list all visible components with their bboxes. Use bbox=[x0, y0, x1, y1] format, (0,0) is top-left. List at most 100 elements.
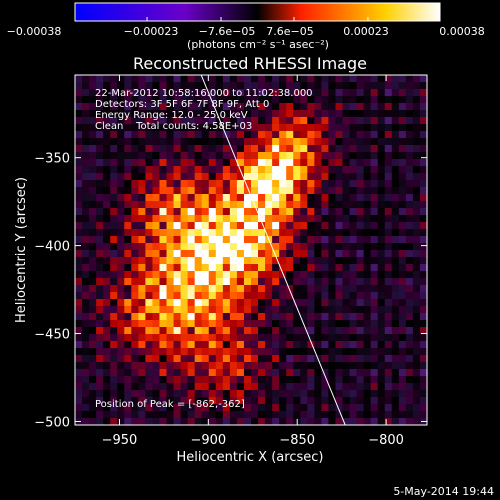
heatmap-cell bbox=[391, 152, 400, 160]
heatmap-cell bbox=[412, 383, 421, 391]
heatmap-cell bbox=[405, 208, 414, 216]
heatmap-cell bbox=[124, 117, 132, 125]
heatmap-cell bbox=[398, 89, 407, 97]
heatmap-cell bbox=[75, 404, 83, 412]
heatmap-cell bbox=[117, 166, 125, 174]
heatmap-cell bbox=[328, 411, 336, 419]
heatmap-cell bbox=[398, 369, 407, 377]
heatmap-cell bbox=[110, 243, 118, 251]
heatmap-cell bbox=[215, 229, 224, 237]
heatmap-cell bbox=[370, 117, 379, 125]
heatmap-cell bbox=[96, 383, 104, 391]
heatmap-cell bbox=[236, 152, 245, 160]
heatmap-cell bbox=[236, 278, 245, 286]
heatmap-cell bbox=[208, 159, 217, 167]
heatmap-cell bbox=[208, 306, 217, 314]
heatmap-cell bbox=[412, 376, 421, 384]
heatmap-cell bbox=[328, 131, 336, 139]
heatmap-cell bbox=[229, 362, 238, 370]
heatmap-cell bbox=[180, 173, 189, 181]
heatmap-cell bbox=[377, 362, 386, 370]
heatmap-cell bbox=[236, 397, 245, 405]
heatmap-cell bbox=[180, 313, 189, 321]
heatmap-cell bbox=[300, 411, 308, 419]
heatmap-cell bbox=[286, 264, 294, 272]
heatmap-cell bbox=[138, 96, 146, 104]
heatmap-cell bbox=[265, 320, 273, 328]
heatmap-cell bbox=[321, 341, 329, 349]
heatmap-cell bbox=[328, 229, 336, 237]
heatmap-cell bbox=[377, 215, 386, 223]
heatmap-cell bbox=[412, 152, 421, 160]
heatmap-cell bbox=[103, 278, 111, 286]
heatmap-cell bbox=[293, 243, 301, 251]
heatmap-cell bbox=[194, 138, 203, 146]
heatmap-cell bbox=[405, 89, 414, 97]
heatmap-cell bbox=[307, 376, 315, 384]
heatmap-cell bbox=[307, 138, 315, 146]
heatmap-cell bbox=[349, 278, 357, 286]
heatmap-cell bbox=[89, 397, 97, 405]
heatmap-cell bbox=[377, 320, 386, 328]
heatmap-cell bbox=[180, 299, 189, 307]
heatmap-cell bbox=[222, 166, 231, 174]
heatmap-cell bbox=[356, 194, 365, 202]
heatmap-cell bbox=[103, 397, 111, 405]
heatmap-cell bbox=[356, 285, 365, 293]
heatmap-cell bbox=[110, 180, 118, 188]
heatmap-cell bbox=[180, 334, 189, 342]
heatmap-cell bbox=[145, 264, 153, 272]
heatmap-cell bbox=[124, 222, 132, 230]
heatmap-cell bbox=[258, 250, 266, 258]
heatmap-cell bbox=[222, 173, 231, 181]
heatmap-cell bbox=[82, 390, 90, 398]
heatmap-cell bbox=[208, 222, 217, 230]
heatmap-cell bbox=[419, 159, 427, 167]
heatmap-cell bbox=[272, 173, 280, 181]
heatmap-cell bbox=[405, 201, 414, 209]
heatmap-cell bbox=[321, 166, 329, 174]
heatmap-cell bbox=[159, 292, 167, 300]
heatmap-cell bbox=[187, 383, 196, 391]
heatmap-cell bbox=[110, 201, 118, 209]
heatmap-cell bbox=[391, 404, 400, 412]
heatmap-cell bbox=[265, 285, 273, 293]
heatmap-cell bbox=[391, 124, 400, 132]
heatmap-cell bbox=[82, 103, 90, 111]
heatmap-cell bbox=[117, 236, 125, 244]
heatmap-cell bbox=[187, 250, 196, 258]
heatmap-cell bbox=[173, 89, 181, 97]
heatmap-cell bbox=[251, 138, 259, 146]
heatmap-cell bbox=[384, 285, 393, 293]
heatmap-cell bbox=[75, 250, 83, 258]
heatmap-cell bbox=[384, 194, 393, 202]
heatmap-cell bbox=[145, 243, 153, 251]
heatmap-cell bbox=[82, 278, 90, 286]
heatmap-cell bbox=[398, 173, 407, 181]
heatmap-cell bbox=[117, 243, 125, 251]
heatmap-cell bbox=[187, 327, 196, 335]
heatmap-cell bbox=[138, 110, 146, 118]
heatmap-cell bbox=[286, 103, 294, 111]
heatmap-cell bbox=[187, 306, 196, 314]
heatmap-cell bbox=[117, 376, 125, 384]
heatmap-cell bbox=[314, 306, 322, 314]
heatmap-cell bbox=[145, 96, 153, 104]
heatmap-cell bbox=[117, 159, 125, 167]
heatmap-cell bbox=[272, 124, 280, 132]
heatmap-cell bbox=[89, 320, 97, 328]
heatmap-cell bbox=[131, 397, 139, 405]
heatmap-cell bbox=[335, 327, 343, 335]
heatmap-cell bbox=[321, 292, 329, 300]
heatmap-cell bbox=[89, 159, 97, 167]
heatmap-cell bbox=[272, 103, 280, 111]
heatmap-cell bbox=[159, 180, 167, 188]
heatmap-cell bbox=[391, 103, 400, 111]
heatmap-cell bbox=[201, 355, 210, 363]
heatmap-cell bbox=[215, 404, 224, 412]
heatmap-cell bbox=[384, 264, 393, 272]
heatmap-cell bbox=[194, 117, 203, 125]
heatmap-cell bbox=[96, 334, 104, 342]
heatmap-cell bbox=[131, 341, 139, 349]
heatmap-cell bbox=[201, 334, 210, 342]
